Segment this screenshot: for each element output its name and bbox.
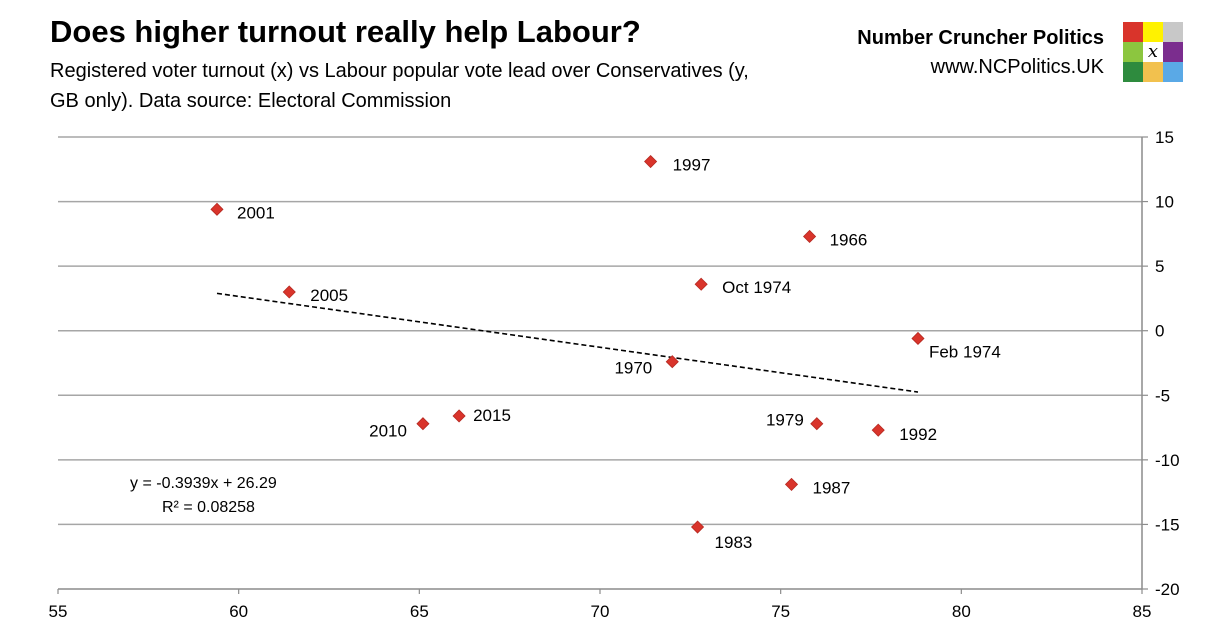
x-tick-label: 70 [591, 602, 610, 621]
r-squared: R² = 0.08258 [162, 499, 255, 516]
y-tick-label: -15 [1155, 515, 1180, 534]
point-label: 2015 [473, 406, 511, 425]
point-label: 1970 [614, 359, 652, 378]
x-tick-label: 65 [410, 602, 429, 621]
y-tick-label: 0 [1155, 322, 1164, 341]
point-label: 2005 [310, 286, 348, 305]
data-point [282, 285, 296, 299]
data-point [784, 477, 799, 491]
trendline-group [216, 292, 919, 393]
data-point [644, 154, 658, 169]
brand-name: Number Cruncher Politics [857, 27, 1104, 49]
data-point [871, 423, 885, 437]
y-tick-label: 15 [1155, 128, 1174, 147]
data-points [210, 154, 925, 534]
logo-cell [1143, 22, 1163, 42]
data-point [911, 331, 925, 346]
logo-cell [1163, 22, 1183, 42]
data-point [210, 202, 224, 216]
y-tick-label: -20 [1155, 580, 1180, 599]
x-tick-label: 60 [229, 602, 248, 621]
brand-url: www.NCPolitics.UK [930, 56, 1104, 78]
logo-cell [1123, 42, 1143, 62]
data-point [690, 520, 705, 534]
point-label: Oct 1974 [722, 278, 791, 297]
logo-cell [1143, 42, 1163, 62]
data-point [694, 277, 708, 291]
x-tick-label: 55 [49, 602, 68, 621]
chart-subtitle: Registered voter turnout (x) vs Labour p… [50, 60, 749, 112]
point-label: 1966 [830, 230, 868, 249]
chart-title: Does higher turnout really help Labour? [50, 14, 641, 49]
logo-cell [1123, 62, 1143, 82]
x-tick-label: 75 [771, 602, 790, 621]
point-labels: 1997 2001 1966 Oct 1974 2005 Feb 1974 1970 2015… [237, 156, 1001, 552]
brand-block: Number Cruncher Politics www.NCPolitics.… [857, 24, 1104, 82]
data-point [416, 417, 430, 431]
point-label: 2010 [369, 422, 407, 441]
point-label: Feb 1974 [929, 342, 1001, 361]
trendline [216, 292, 919, 393]
trendline-equation: y = -0.3939x + 26.29 [130, 475, 277, 492]
logo-cell [1123, 22, 1143, 42]
y-tick-label: -5 [1155, 386, 1170, 405]
logo-x-mark: x [1147, 41, 1159, 62]
x-tick-label: 80 [952, 602, 971, 621]
point-label: 2001 [237, 203, 275, 222]
y-tick-label: -10 [1155, 451, 1180, 470]
data-point [665, 355, 679, 369]
axes [57, 136, 1148, 594]
tick-labels: 15 10 5 0 -5 -10 -15 -20 55 60 65 70 75 80 85 [49, 128, 1180, 621]
logo-cell [1163, 42, 1183, 62]
y-tick-label: 5 [1155, 257, 1164, 276]
point-label: 1997 [673, 156, 711, 175]
data-point [452, 409, 466, 423]
data-point [803, 229, 817, 244]
x-tick-label: 85 [1133, 602, 1152, 621]
y-tick-label: 10 [1155, 193, 1174, 212]
data-point [810, 417, 824, 431]
point-label: 1987 [813, 478, 851, 497]
point-label: 1992 [899, 425, 937, 444]
point-label: 1983 [715, 533, 753, 552]
logo-cell [1163, 62, 1183, 82]
logo-cell [1143, 62, 1163, 82]
point-label: 1979 [766, 411, 804, 430]
gridlines [58, 136, 1142, 526]
ncp-logo: x [1123, 22, 1183, 82]
